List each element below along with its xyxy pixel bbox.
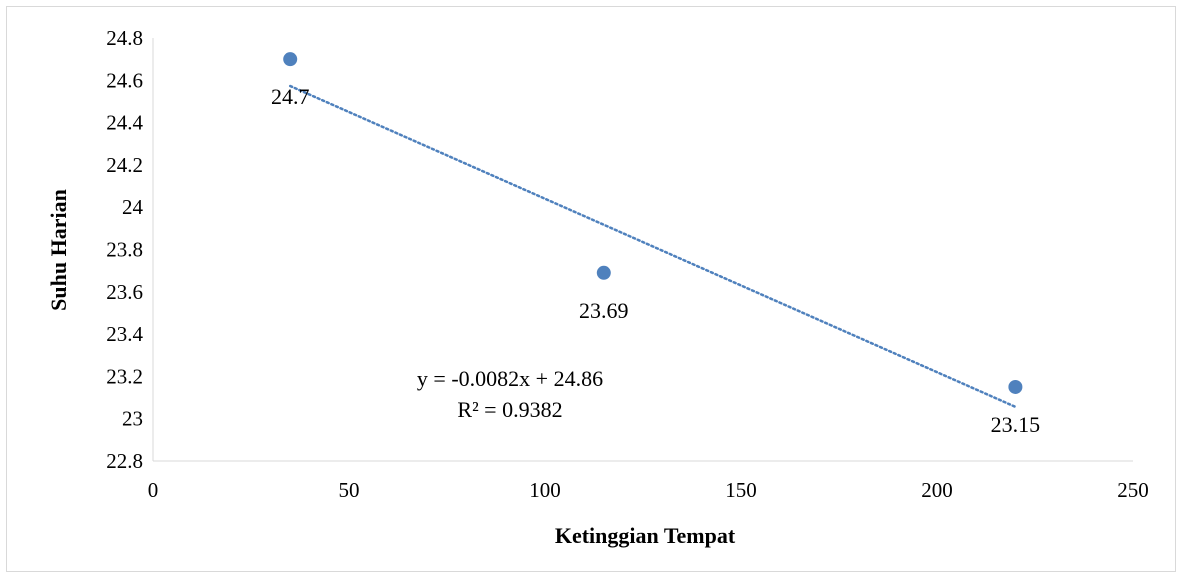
y-axis-ticks: 22.8 23 23.2 23.4 23.6 23.8 24 24.2 24.4 24.6 24.8 bbox=[106, 26, 143, 473]
data-point-label: 24.7 bbox=[271, 84, 310, 109]
x-tick-label: 100 bbox=[529, 478, 561, 502]
y-tick-label: 23 bbox=[122, 407, 143, 431]
data-point bbox=[283, 52, 298, 67]
data-point-label: 23.15 bbox=[991, 412, 1041, 437]
data-point bbox=[1008, 379, 1023, 394]
y-tick-label: 24.8 bbox=[106, 26, 143, 50]
y-tick-label: 23.4 bbox=[106, 322, 143, 346]
data-labels: 24.7 23.69 23.15 bbox=[271, 84, 1040, 437]
trendline-equation: y = -0.0082x + 24.86 bbox=[417, 366, 603, 391]
data-points bbox=[283, 52, 1023, 394]
x-tick-label: 200 bbox=[921, 478, 953, 502]
data-point-label: 23.69 bbox=[579, 298, 629, 323]
x-tick-label: 250 bbox=[1117, 478, 1149, 502]
axes bbox=[152, 38, 1133, 462]
y-axis-title: Suhu Harian bbox=[46, 189, 71, 311]
trendline bbox=[288, 84, 1017, 409]
y-tick-label: 24.4 bbox=[106, 111, 143, 135]
y-tick-label: 24.6 bbox=[106, 68, 143, 92]
trendline-group bbox=[288, 84, 1017, 409]
x-tick-label: 0 bbox=[148, 478, 159, 502]
x-tick-label: 150 bbox=[725, 478, 757, 502]
x-axis-ticks: 0 50 100 150 200 250 bbox=[148, 478, 1149, 502]
trendline-r-squared: R² = 0.9382 bbox=[457, 397, 562, 422]
chart-frame bbox=[6, 6, 1176, 572]
y-tick-label: 24 bbox=[122, 195, 144, 219]
y-tick-label: 23.6 bbox=[106, 280, 143, 304]
y-tick-label: 24.2 bbox=[106, 153, 143, 177]
y-tick-label: 22.8 bbox=[106, 449, 143, 473]
x-tick-label: 50 bbox=[339, 478, 360, 502]
data-point bbox=[596, 265, 611, 280]
y-tick-label: 23.2 bbox=[106, 364, 143, 388]
y-tick-label: 23.8 bbox=[106, 238, 143, 262]
x-axis-title: Ketinggian Tempat bbox=[555, 523, 736, 548]
